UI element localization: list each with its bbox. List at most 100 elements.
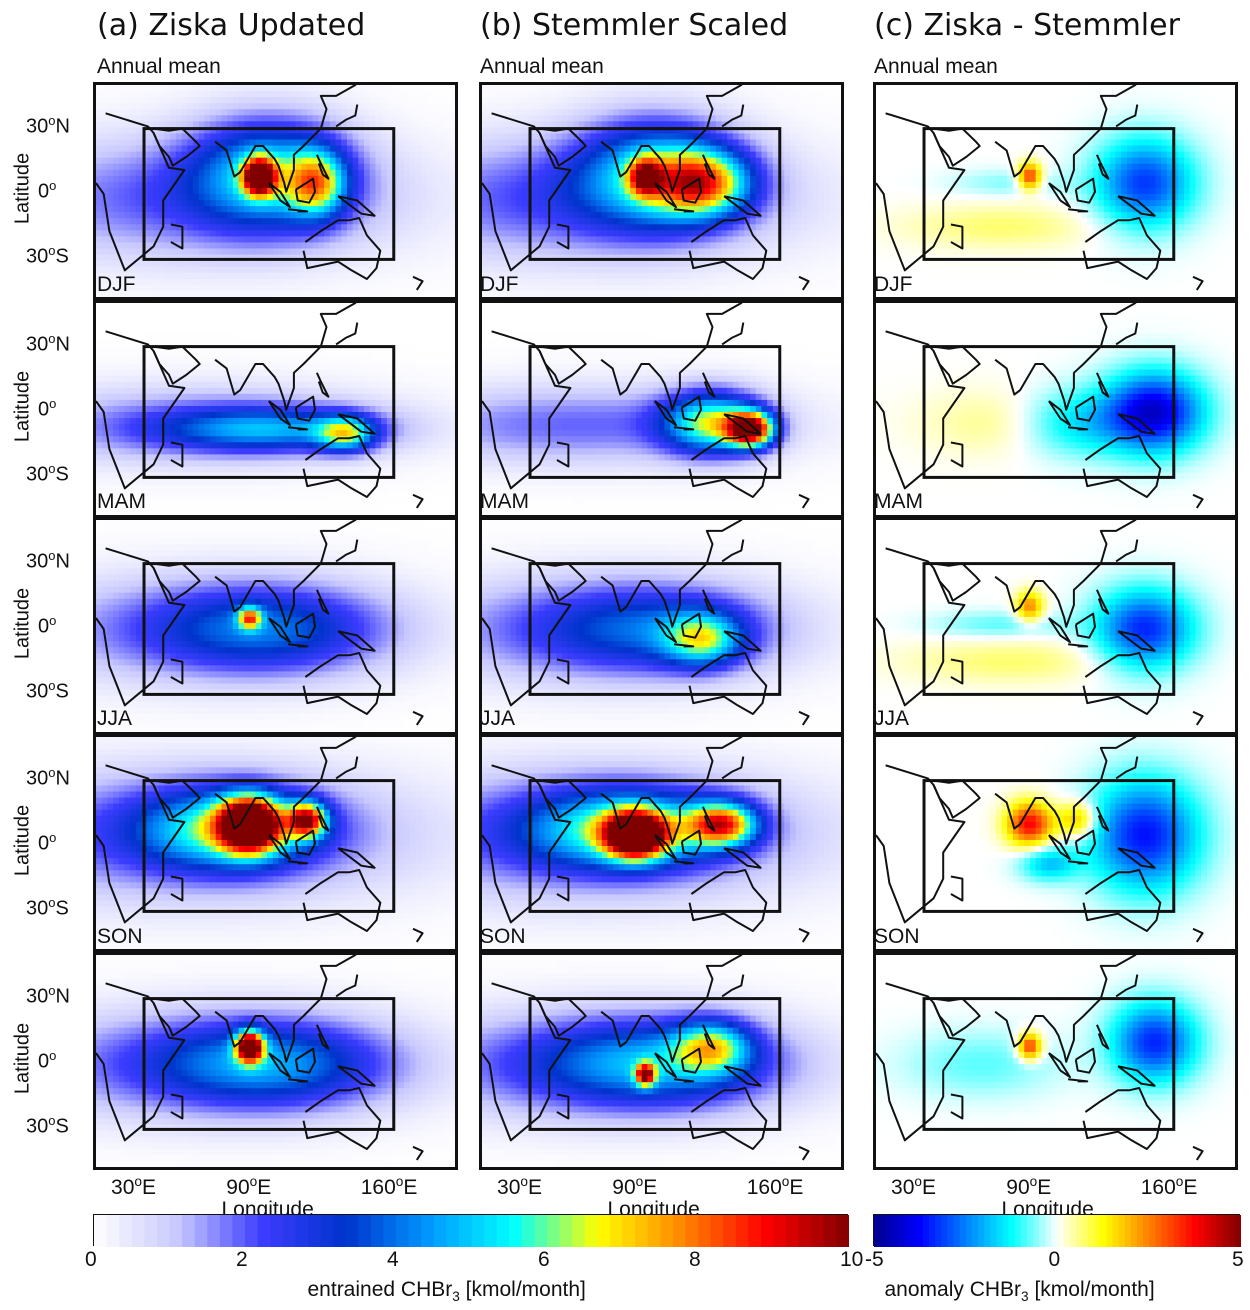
field-cell bbox=[596, 181, 603, 189]
field-cell bbox=[727, 163, 734, 171]
field-cell bbox=[107, 121, 114, 128]
field-cell bbox=[761, 236, 768, 244]
field-cell bbox=[693, 296, 700, 297]
field-cell bbox=[624, 296, 631, 297]
field-cell bbox=[118, 163, 126, 171]
field-cell bbox=[232, 103, 240, 110]
field-cell bbox=[307, 212, 314, 219]
field-cell bbox=[96, 212, 103, 219]
field-cell bbox=[801, 133, 808, 141]
field-cell bbox=[904, 194, 911, 201]
field-cell bbox=[295, 145, 302, 153]
field-cell bbox=[307, 206, 314, 213]
field-cell bbox=[487, 212, 494, 219]
field-cell bbox=[910, 194, 917, 201]
field-cell bbox=[807, 260, 814, 268]
field-cell bbox=[812, 272, 820, 280]
field-cell bbox=[307, 218, 314, 225]
field-cell bbox=[539, 278, 546, 286]
field-cell bbox=[318, 151, 325, 159]
field-cell bbox=[312, 284, 320, 292]
field-cell bbox=[510, 296, 517, 297]
field-cell bbox=[504, 145, 512, 153]
field-cell bbox=[175, 169, 183, 177]
field-cell bbox=[801, 224, 808, 231]
field-cell bbox=[772, 260, 780, 268]
field-cell bbox=[824, 181, 831, 189]
field-cell bbox=[415, 296, 422, 297]
field-cell bbox=[487, 115, 494, 122]
field-cell bbox=[516, 236, 523, 244]
field-cell bbox=[516, 157, 523, 165]
field-cell bbox=[927, 260, 934, 268]
field-cell bbox=[487, 139, 494, 147]
field-cell bbox=[482, 290, 489, 297]
field-cell bbox=[584, 145, 591, 153]
field-cell bbox=[307, 272, 314, 280]
field-cell bbox=[658, 224, 666, 231]
field-cell bbox=[887, 212, 894, 219]
field-cell bbox=[647, 224, 654, 231]
field-cell bbox=[164, 230, 171, 237]
field-cell bbox=[567, 266, 574, 274]
field-cell bbox=[181, 145, 188, 153]
field-cell bbox=[664, 127, 671, 135]
field-cell bbox=[358, 296, 365, 297]
field-cell bbox=[375, 127, 382, 135]
field-cell bbox=[590, 254, 597, 262]
field-cell bbox=[539, 115, 546, 122]
field-cell bbox=[812, 260, 820, 268]
field-cell bbox=[487, 97, 494, 104]
field-cell bbox=[578, 133, 586, 141]
field-cell bbox=[409, 133, 416, 141]
field-cell bbox=[227, 109, 234, 116]
field-cell bbox=[687, 290, 694, 297]
field-cell bbox=[675, 284, 683, 292]
field-cell bbox=[403, 85, 411, 92]
field-cell bbox=[324, 236, 331, 244]
field-cell bbox=[153, 97, 160, 104]
field-cell bbox=[312, 133, 320, 141]
field-cell bbox=[772, 175, 780, 183]
field-cell bbox=[521, 212, 529, 219]
field-cell bbox=[658, 254, 666, 262]
field-cell bbox=[301, 260, 308, 268]
field-cell bbox=[795, 194, 802, 201]
field-cell bbox=[613, 121, 620, 128]
field-cell bbox=[876, 218, 883, 225]
field-cell bbox=[635, 121, 643, 128]
field-cell bbox=[795, 187, 802, 195]
field-cell bbox=[403, 272, 411, 280]
field-cell bbox=[561, 97, 569, 104]
field-cell bbox=[329, 212, 337, 219]
field-cell bbox=[938, 254, 946, 262]
field-cell bbox=[967, 224, 974, 231]
field-cell bbox=[227, 236, 234, 244]
field-cell bbox=[352, 290, 359, 297]
field-cell bbox=[898, 181, 906, 189]
field-cell bbox=[732, 260, 740, 268]
field-cell bbox=[386, 91, 394, 98]
field-cell bbox=[96, 200, 103, 207]
field-cell bbox=[421, 296, 428, 297]
field-cell bbox=[289, 187, 297, 195]
field-cell bbox=[630, 272, 637, 280]
field-cell bbox=[232, 224, 240, 231]
field-cell bbox=[181, 200, 188, 207]
field-cell bbox=[590, 212, 597, 219]
field-cell bbox=[961, 236, 968, 244]
field-cell bbox=[409, 212, 416, 219]
field-cell bbox=[653, 218, 660, 225]
field-cell bbox=[824, 266, 831, 274]
field-cell bbox=[955, 230, 963, 237]
field-cell bbox=[449, 206, 455, 213]
field-cell bbox=[510, 248, 517, 256]
field-cell bbox=[175, 97, 183, 104]
field-cell bbox=[335, 139, 342, 147]
field-cell bbox=[972, 260, 980, 268]
field-cell bbox=[955, 187, 963, 195]
field-cell bbox=[601, 218, 609, 225]
field-cell bbox=[704, 103, 711, 110]
field-cell bbox=[967, 242, 974, 250]
field-cell bbox=[824, 145, 831, 153]
